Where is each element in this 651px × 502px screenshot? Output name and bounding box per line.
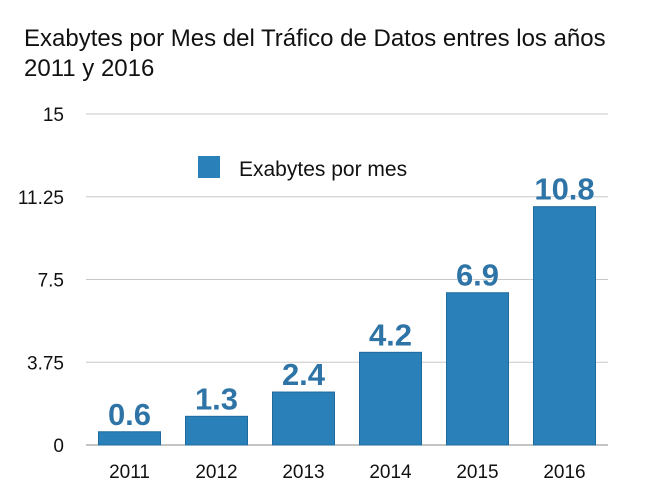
chart-title: Exabytes por Mes del Tráfico de Datos en… <box>24 25 606 82</box>
legend-swatch <box>198 156 220 178</box>
data-label: 2.4 <box>282 357 326 392</box>
legend: Exabytes por mes <box>198 156 407 181</box>
y-tick-label: 11.25 <box>18 188 64 209</box>
x-tick-label: 2012 <box>195 462 237 483</box>
data-label: 0.6 <box>108 397 151 432</box>
data-label: 1.3 <box>195 381 238 416</box>
data-label: 4.2 <box>369 317 412 352</box>
y-tick-label: 0 <box>53 436 64 457</box>
bar-2011 <box>98 431 161 446</box>
data-label: 10.8 <box>534 172 594 207</box>
y-axis-ticks: 0 3.75 7.5 11.25 15 <box>18 105 64 457</box>
bar-2014 <box>359 351 422 446</box>
bar-2015 <box>446 292 509 446</box>
bar-2012 <box>185 415 248 446</box>
bar-2013 <box>272 391 335 446</box>
x-tick-label: 2016 <box>543 462 585 483</box>
bar-2016 <box>533 206 596 446</box>
y-tick-label: 3.75 <box>27 353 64 374</box>
y-tick-label: 15 <box>43 105 64 126</box>
bars <box>98 206 596 446</box>
y-tick-label: 7.5 <box>38 271 64 292</box>
legend-label: Exabytes por mes <box>239 158 407 181</box>
x-tick-label: 2014 <box>369 462 412 483</box>
x-tick-label: 2015 <box>456 462 498 483</box>
data-label: 6.9 <box>456 258 499 293</box>
x-tick-label: 2013 <box>282 462 324 483</box>
data-labels: 0.6 1.3 2.4 4.2 6.9 10.8 <box>107 171 595 432</box>
x-tick-label: 2011 <box>109 462 150 483</box>
gridlines <box>86 113 608 446</box>
x-axis-ticks: 2011 2012 2013 2014 2015 2016 <box>109 462 586 483</box>
